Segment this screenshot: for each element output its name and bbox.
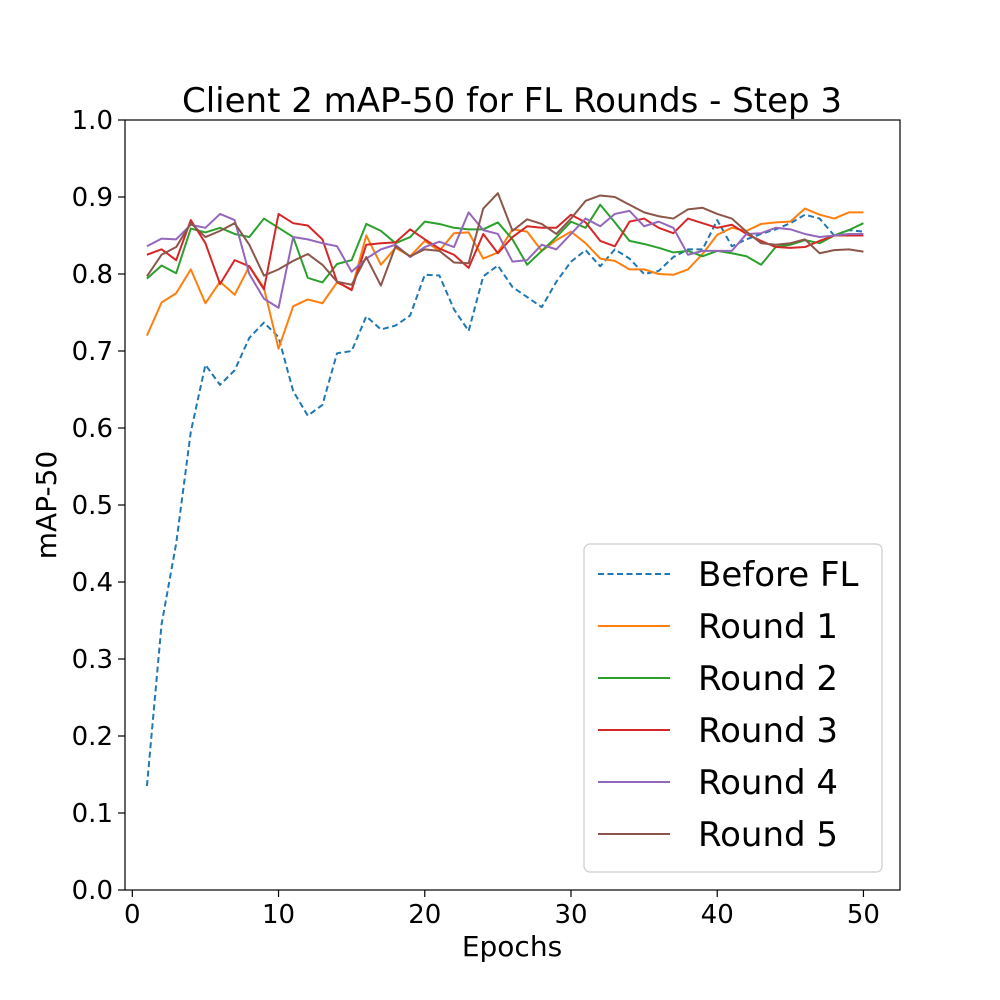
legend-label: Round 4 [698, 763, 838, 803]
y-tick-label: 1.0 [72, 106, 113, 136]
series-line-3 [146, 212, 864, 292]
y-tick-label: 0.9 [72, 183, 113, 213]
x-tick-label: 0 [124, 900, 141, 930]
x-tick-label: 40 [701, 900, 734, 930]
legend-label: Round 2 [698, 659, 838, 699]
plot-area [145, 192, 864, 787]
x-axis: 0 10 20 30 40 50 [124, 890, 880, 930]
legend-label: Round 5 [698, 815, 838, 855]
x-tick-label: 50 [847, 900, 880, 930]
legend-label: Round 3 [698, 711, 838, 751]
legend: Before FL Round 1 Round 2 Round 3 Round 4 Rou… [583, 543, 883, 873]
y-tick-label: 0.5 [72, 491, 113, 521]
x-tick-label: 10 [262, 900, 295, 930]
y-tick-label: 0.6 [72, 414, 113, 444]
x-tick-label: 30 [554, 900, 587, 930]
y-tick-label: 0.1 [72, 799, 113, 829]
y-axis-label: mAP-50 [30, 451, 63, 559]
legend-label: Round 1 [698, 607, 838, 647]
series-line-5 [146, 192, 864, 287]
x-axis-label: Epochs [462, 930, 562, 963]
y-tick-label: 0.8 [72, 260, 113, 290]
x-tick-label: 20 [408, 900, 441, 930]
chart-title: Client 2 mAP-50 for FL Rounds - Step 3 [182, 81, 842, 121]
legend-label: Before FL [698, 555, 859, 595]
y-tick-label: 0.3 [72, 645, 113, 675]
y-tick-label: 0.4 [72, 568, 113, 598]
series-line-2 [146, 203, 864, 284]
y-tick-label: 0.0 [72, 876, 113, 906]
y-tick-label: 0.7 [72, 337, 113, 367]
y-axis: 0.0 0.1 0.2 0.3 0.4 0.5 0.6 0.7 0.8 0.9 1.0 [72, 106, 125, 906]
series-line-0 [145, 213, 864, 787]
y-tick-label: 0.2 [72, 722, 113, 752]
series-line-4 [146, 209, 864, 309]
